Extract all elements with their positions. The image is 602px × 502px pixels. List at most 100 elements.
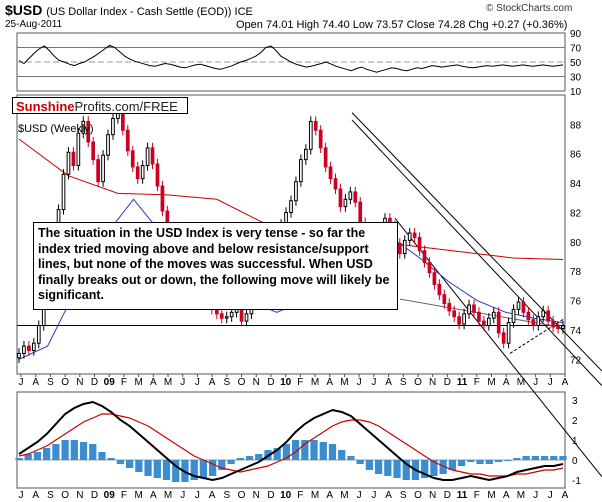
candle-body (417, 236, 422, 252)
price-tick-label: 88 (570, 120, 582, 131)
macd-histogram-bar (347, 456, 355, 460)
candle-body (437, 283, 442, 296)
candle-body (86, 120, 91, 143)
rsi-layer: 10 30 50 70 90 (17, 29, 582, 98)
x-tick-label-macd: A (503, 490, 510, 501)
macd-histogram-bar (98, 452, 106, 460)
macd-layer: -1 0 1 2 3 (15, 396, 581, 487)
candle-body (541, 310, 546, 318)
candle-body (91, 141, 96, 161)
macd-histogram-bar (494, 460, 503, 462)
x-tick-label-macd: N (429, 490, 436, 501)
x-tick-label-macd: J (533, 490, 538, 501)
brand-part2: Profits.com/FREE (74, 99, 178, 114)
macd-histogram-bar (550, 456, 558, 460)
macd-histogram-bar (273, 448, 281, 460)
x-tick-label-price: M (487, 377, 495, 388)
x-tick-label-price: F (474, 377, 480, 388)
x-tick-label-macd: S (47, 490, 54, 501)
candle-body (402, 239, 407, 255)
x-tick-label-price: J (548, 377, 553, 388)
x-tick-label-price: O (414, 377, 422, 388)
macd-histogram-bar (245, 456, 254, 460)
candle-body (526, 311, 531, 321)
x-tick-label-price: N (76, 377, 83, 388)
x-tick-label-price: S (224, 377, 231, 388)
x-tick-label-price: J (357, 377, 362, 388)
macd-histogram-bar (144, 460, 152, 476)
x-tick-label-macd: F (121, 490, 127, 501)
date-label: 25-Aug-2011 (5, 19, 63, 30)
chart-title: $USD (US Dollar Index - Cash Settle (EOD… (5, 2, 253, 18)
candle-body (457, 316, 461, 325)
macd-histogram-bar (485, 460, 493, 464)
x-tick-label-macd: S (224, 490, 231, 501)
candle-body (561, 325, 565, 329)
candle-body (308, 120, 313, 150)
x-tick-label-price: D (91, 377, 98, 388)
price-tick-label: 72 (570, 355, 582, 366)
candle-body (303, 148, 308, 161)
macd-histogram-bar (52, 444, 60, 460)
x-tick-label-macd: D (444, 490, 451, 501)
price-tick-label: 78 (570, 267, 582, 278)
x-tick-label-price: F (121, 377, 127, 388)
candle-body (244, 313, 249, 322)
x-tick-label-price: O (238, 377, 246, 388)
triangle-bottom (509, 317, 566, 354)
x-tick-label-price: A (562, 377, 569, 388)
macd-histogram-bar (531, 456, 539, 460)
x-tick-label-price: J (195, 377, 200, 388)
macd-histogram-bar (15, 458, 23, 460)
price-tick-label: 82 (570, 208, 582, 219)
macd-histogram-bar (430, 460, 438, 476)
x-tick-label-macd: J (548, 490, 553, 501)
candle-body (521, 301, 526, 313)
macd-histogram-bar (255, 454, 263, 460)
candle-body (397, 242, 402, 255)
x-tick-label-macd: J (180, 490, 185, 501)
rsi-tick-label: 30 (570, 73, 582, 84)
rsi-tick-label: 90 (570, 29, 582, 40)
rsi-tick-label: 10 (570, 87, 582, 98)
candle-body (125, 129, 130, 152)
macd-histogram-bar (540, 456, 549, 460)
x-axis-layer: JJAASSOONNDD0909FFMMAAMMJJJJAASSOONNDD10… (19, 374, 569, 501)
macd-histogram-bar (135, 460, 143, 472)
price-panel-label: $USD (Weekly) (18, 123, 94, 135)
macd-tick-label: 2 (572, 416, 578, 427)
macd-tick-label: -1 (572, 476, 581, 487)
x-tick-label-price: 11 (457, 377, 468, 388)
x-tick-label-macd: M (134, 490, 142, 501)
candle-body (338, 188, 343, 208)
x-tick-label-price: F (297, 377, 303, 388)
price-tick-label: 80 (570, 238, 582, 249)
x-tick-label-macd: J (19, 490, 24, 501)
x-tick-label-macd: D (267, 490, 274, 501)
candle-body (150, 147, 155, 165)
candle-body (36, 325, 41, 344)
candle-body (61, 173, 66, 211)
candle-body (511, 308, 516, 324)
x-tick-label-price: A (503, 377, 510, 388)
candle-body (219, 313, 224, 319)
x-tick-label-price: M (134, 377, 142, 388)
candle-body (343, 198, 348, 208)
macd-histogram-bar (467, 460, 475, 462)
x-tick-label-price: M (340, 377, 348, 388)
candle-body (516, 301, 521, 310)
candle-body (506, 322, 511, 344)
macd-histogram-bar (310, 440, 318, 460)
x-tick-label-macd: O (414, 490, 422, 501)
x-tick-label-price: M (164, 377, 172, 388)
macd-histogram-bar (402, 460, 410, 480)
x-tick-label-macd: J (195, 490, 200, 501)
candle-body (135, 166, 140, 180)
x-tick-label-price: D (444, 377, 451, 388)
macd-histogram-bar (504, 460, 512, 461)
x-tick-label-price: S (400, 377, 407, 388)
channel-upper-a (351, 112, 602, 372)
credit-label: © StockCharts.com (486, 3, 573, 14)
macd-histogram-bar (227, 460, 235, 464)
